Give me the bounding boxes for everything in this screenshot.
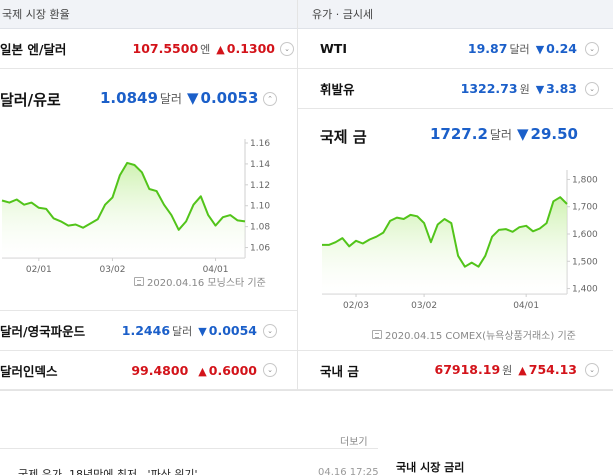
kgold-change: 754.13	[528, 362, 577, 377]
row-kgold[interactable]: 국내 금 67918.19 원 ▲ 754.13 ⌄	[298, 351, 613, 390]
up-arrow-icon: ▲	[198, 364, 207, 378]
domestic-rate-title: 국내 시장 금리	[396, 461, 465, 474]
gold-chart-x-tick-label: 03/02	[411, 301, 437, 311]
gold-chart-y-tick-label: 1,500	[572, 257, 598, 267]
gold-unit: 달러	[489, 128, 512, 142]
eur-expanded: 달러/유로 1.0849 달러 ▼ 0.0053 ⌃ 1.16 1.14 1.12 1…	[0, 69, 297, 311]
commodity-source-text: 2020.04.15 COMEX(뉴욕상품거래소) 기준	[385, 331, 576, 342]
wti-name: WTI	[320, 41, 347, 56]
exchange-panel-title: 국제 시장 환율	[0, 0, 297, 29]
gold-chart-y-tick-label: 1,600	[572, 230, 598, 240]
up-arrow-icon: ▲	[518, 364, 527, 377]
eur-chart-area	[2, 162, 245, 258]
gbp-unit: 달러	[172, 324, 193, 338]
eur-chart-series-line	[1, 161, 246, 231]
data-source-icon	[134, 277, 144, 286]
gbp-name: 달러/영국파운드	[0, 324, 86, 339]
gold-chart-x-tick-label: 02/03	[343, 301, 369, 311]
jpy-name: 일본 엔/달러	[0, 42, 67, 57]
down-arrow-icon: ▼	[535, 42, 545, 56]
kgold-name: 국내 금	[320, 363, 359, 379]
down-arrow-icon: ▼	[186, 89, 199, 107]
gold-chart-y-tick-label: 1,700	[572, 203, 598, 213]
eur-unit: 달러	[159, 92, 182, 106]
eur-chart-x-tick-label: 04/01	[203, 265, 229, 275]
divider	[0, 448, 378, 449]
jpy-value: 107.5500	[132, 40, 199, 56]
up-arrow-icon: ▲	[216, 42, 225, 56]
eur-chart-y-tick-label: 1.08	[250, 223, 270, 233]
eur-chart-y-tick-label: 1.10	[250, 202, 270, 212]
expand-chevron-icon[interactable]: ⌄	[585, 363, 599, 377]
down-arrow-icon: ▼	[535, 82, 545, 96]
gold-chart-y-tick-label: 1,400	[572, 285, 598, 295]
wti-change: 0.24	[546, 40, 577, 56]
eur-name: 달러/유로	[0, 91, 61, 109]
eur-chart-x-tick-label: 03/02	[99, 265, 125, 275]
eur-change: 0.0053	[200, 89, 259, 107]
wti-unit: 달러	[509, 42, 530, 56]
gbp-change: 0.0054	[208, 322, 257, 338]
news-time: 04.16 17:25	[318, 467, 379, 475]
eur-chart-y-tick-label: 1.12	[250, 181, 270, 191]
dxy-change: 0.6000	[208, 362, 257, 378]
gold-chart-area	[322, 197, 567, 294]
exchange-source-text: 2020.04.16 모닝스타 기준	[147, 278, 266, 289]
row-jpy[interactable]: 일본 엔/달러 107.5500 엔 ▲ 0.1300 ⌄	[0, 29, 297, 69]
news-section: 더보기 국제 유가, 18년만에 최저...'파산 위기' 04.16 17:2…	[0, 390, 613, 475]
expand-chevron-icon[interactable]: ⌄	[585, 81, 599, 96]
row-dxy[interactable]: 달러인덱스 99.4800 ▲ 0.6000 ⌄	[0, 351, 297, 390]
gold-chart-x-tick-label: 04/01	[513, 301, 539, 311]
expand-chevron-icon[interactable]: ⌄	[585, 41, 599, 56]
commodity-source: 2020.04.15 COMEX(뉴욕상품거래소) 기준	[372, 327, 576, 342]
gold-chart-series-line	[322, 196, 568, 268]
news-headline[interactable]: 국제 유가, 18년만에 최저...'파산 위기'	[18, 468, 198, 475]
down-arrow-icon: ▼	[516, 125, 529, 143]
row-gasoline[interactable]: 휘발유 1322.73 원 ▼ 3.83 ⌄	[298, 69, 613, 109]
gold-name: 국제 금	[320, 128, 367, 146]
dxy-value: 99.4800	[131, 362, 189, 378]
wti-value: 19.87	[467, 40, 508, 56]
expand-chevron-icon[interactable]: ⌄	[263, 363, 277, 377]
gasoline-unit: 원	[519, 82, 530, 96]
gold-chart-y-tick-label: 1,800	[572, 175, 598, 185]
eur-chart-y-tick-label: 1.16	[250, 139, 270, 149]
collapse-chevron-icon[interactable]: ⌃	[263, 92, 277, 106]
gold-chart: 1,800 1,700 1,600 1,500 1,400 02/03 03/02 04/01	[322, 170, 598, 311]
gasoline-value: 1322.73	[460, 80, 518, 96]
exchange-source: 2020.04.16 모닝스타 기준	[134, 274, 266, 289]
dxy-name: 달러인덱스	[0, 363, 58, 379]
eur-value: 1.0849	[100, 89, 158, 107]
commodity-panel: 유가 · 금시세 WTI 19.87 달러 ▼ 0.24 ⌄ 휘발유 1322.…	[297, 0, 613, 390]
row-gbp[interactable]: 달러/영국파운드 1.2446 달러 ▼ 0.0054 ⌄	[0, 311, 297, 351]
jpy-unit: 엔	[200, 42, 211, 56]
row-wti[interactable]: WTI 19.87 달러 ▼ 0.24 ⌄	[298, 29, 613, 69]
jpy-change: 0.1300	[226, 40, 275, 56]
expand-chevron-icon[interactable]: ⌄	[263, 323, 277, 338]
eur-chart-y-tick-label: 1.14	[250, 160, 270, 170]
gold-expanded: 국제 금 1727.2 달러 ▼ 29.50 1,800 1,700 1,600 1,…	[298, 109, 613, 351]
eur-usd-chart: 1.16 1.14 1.12 1.10 1.08 1.06 02/01 03/02 04/01	[1, 139, 270, 275]
down-arrow-icon: ▼	[198, 324, 207, 338]
gasoline-name: 휘발유	[320, 82, 355, 97]
gbp-value: 1.2446	[121, 322, 171, 338]
eur-chart-y-tick-label: 1.06	[250, 244, 270, 254]
more-link[interactable]: 더보기	[340, 437, 368, 448]
expand-chevron-icon[interactable]: ⌄	[280, 41, 294, 56]
kgold-unit: 원	[502, 364, 513, 377]
eur-chart-x-tick-label: 02/01	[26, 265, 52, 275]
commodity-panel-title: 유가 · 금시세	[298, 0, 613, 29]
kgold-value: 67918.19	[434, 362, 501, 377]
gasoline-change: 3.83	[546, 80, 577, 96]
exchange-rate-panel: 국제 시장 환율 일본 엔/달러 107.5500 엔 ▲ 0.1300 ⌄ 달…	[0, 0, 297, 390]
gold-value: 1727.2	[430, 125, 488, 143]
gold-change: 29.50	[530, 125, 578, 143]
data-source-icon	[372, 330, 382, 339]
